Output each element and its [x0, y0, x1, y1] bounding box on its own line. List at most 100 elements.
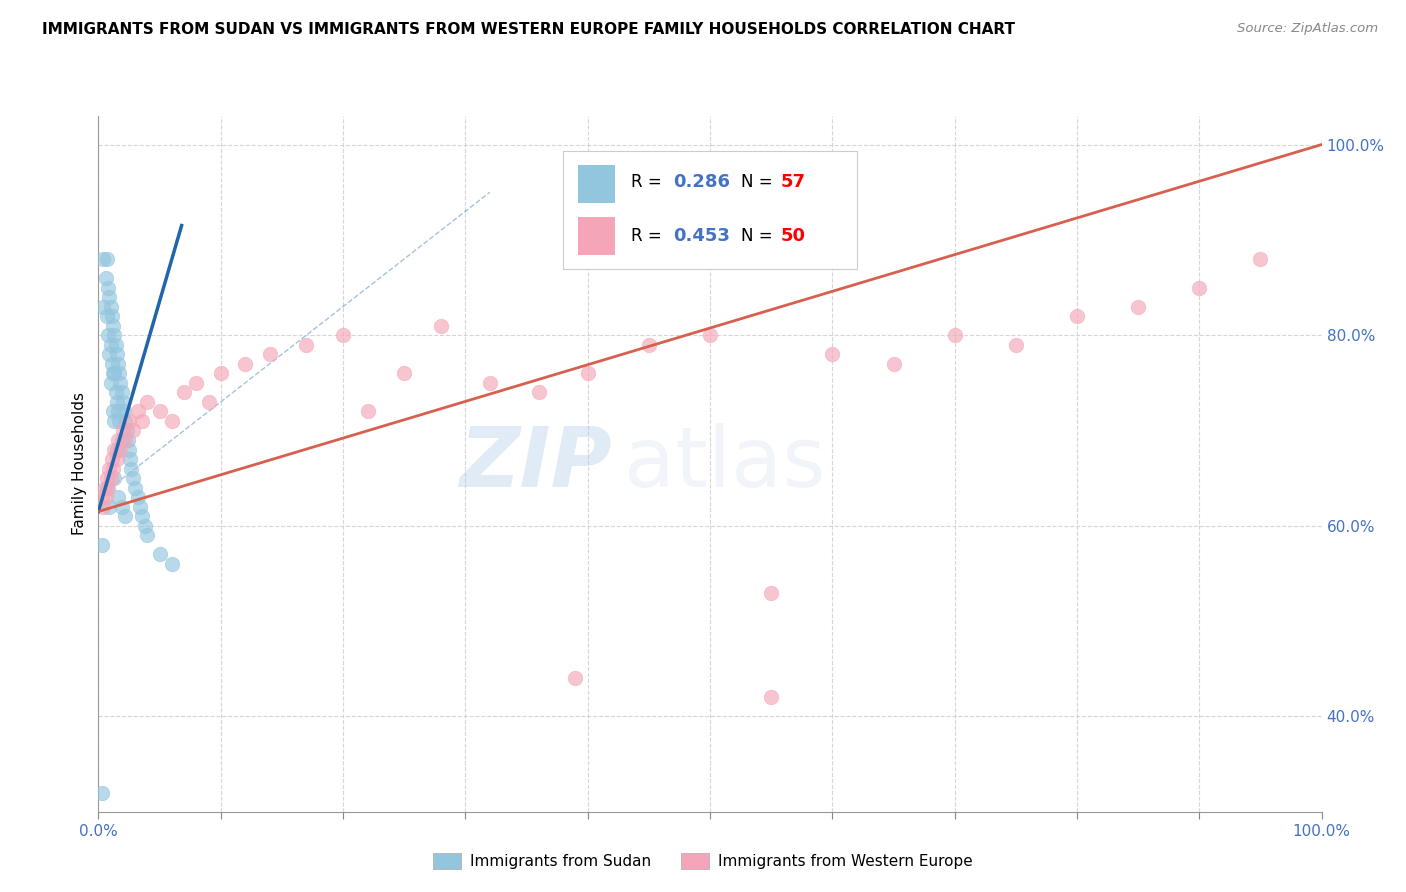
Point [527, 385, 550, 400]
Point [100, 337, 122, 351]
Point [91, 786, 114, 800]
Point [101, 461, 124, 475]
Point [96, 481, 118, 495]
Point [114, 414, 136, 428]
Point [91, 500, 114, 514]
Point [392, 366, 416, 380]
Point [111, 433, 134, 447]
Point [98, 500, 121, 514]
Point [101, 404, 124, 418]
Legend: Immigrants from Sudan, Immigrants from Western Europe: Immigrants from Sudan, Immigrants from W… [427, 847, 979, 875]
Point [103, 442, 125, 457]
Point [105, 452, 128, 467]
Point [100, 376, 122, 390]
Point [91, 252, 114, 266]
Point [186, 376, 208, 390]
Point [118, 414, 141, 428]
Point [699, 328, 721, 343]
Point [1249, 252, 1271, 266]
Point [105, 442, 128, 457]
Point [103, 328, 125, 343]
Point [637, 337, 661, 351]
Point [149, 404, 172, 418]
Point [104, 385, 127, 400]
Point [1004, 337, 1026, 351]
Point [110, 376, 132, 390]
Point [117, 433, 139, 447]
Point [295, 337, 318, 351]
Point [761, 585, 783, 599]
Point [96, 309, 118, 323]
Point [97, 328, 120, 343]
Point [97, 280, 120, 294]
Point [332, 328, 354, 343]
Point [101, 309, 124, 323]
Point [107, 357, 129, 371]
Point [120, 452, 142, 467]
Point [131, 414, 153, 428]
Point [821, 347, 844, 361]
Point [110, 442, 132, 457]
Point [111, 500, 134, 514]
Point [98, 461, 121, 475]
Point [115, 424, 138, 438]
Point [91, 300, 114, 314]
Point [91, 538, 114, 552]
Point [136, 395, 159, 409]
Point [127, 404, 149, 418]
Point [104, 337, 127, 351]
Point [111, 385, 134, 400]
Point [576, 366, 599, 380]
Point [120, 461, 142, 475]
Point [136, 528, 159, 542]
Point [1188, 280, 1211, 294]
Point [564, 671, 586, 685]
Point [108, 414, 131, 428]
Text: IMMIGRANTS FROM SUDAN VS IMMIGRANTS FROM WESTERN EUROPE FAMILY HOUSEHOLDS CORREL: IMMIGRANTS FROM SUDAN VS IMMIGRANTS FROM… [42, 22, 1015, 37]
Point [118, 442, 141, 457]
Point [121, 471, 143, 485]
Point [111, 424, 134, 438]
Point [111, 395, 134, 409]
Text: 50: 50 [780, 227, 806, 244]
Point [173, 385, 195, 400]
Point [101, 452, 124, 467]
Point [1066, 309, 1088, 323]
Point [103, 366, 125, 380]
Bar [578, 165, 614, 203]
Y-axis label: Family Households: Family Households [72, 392, 87, 535]
Point [108, 366, 131, 380]
Point [100, 300, 122, 314]
Text: atlas: atlas [624, 424, 827, 504]
Point [101, 366, 124, 380]
Point [107, 404, 129, 418]
Text: Source: ZipAtlas.com: Source: ZipAtlas.com [1237, 22, 1378, 36]
Point [112, 404, 135, 418]
Point [233, 357, 256, 371]
Point [149, 548, 172, 562]
Point [103, 471, 125, 485]
Point [96, 252, 118, 266]
Point [209, 366, 232, 380]
Point [124, 481, 146, 495]
Point [100, 471, 122, 485]
Point [105, 347, 128, 361]
Point [430, 318, 453, 333]
Point [103, 414, 125, 428]
Point [94, 271, 117, 285]
Point [98, 347, 121, 361]
Text: 0.286: 0.286 [673, 173, 730, 191]
Text: 0.453: 0.453 [673, 227, 730, 244]
Point [121, 424, 143, 438]
Text: N =: N = [741, 227, 778, 244]
Text: ZIP: ZIP [460, 424, 612, 504]
Point [127, 490, 149, 504]
Point [943, 328, 966, 343]
Point [883, 357, 905, 371]
Point [197, 395, 219, 409]
Point [96, 471, 118, 485]
Point [129, 500, 152, 514]
Point [1128, 300, 1150, 314]
Point [160, 414, 183, 428]
Point [107, 490, 129, 504]
